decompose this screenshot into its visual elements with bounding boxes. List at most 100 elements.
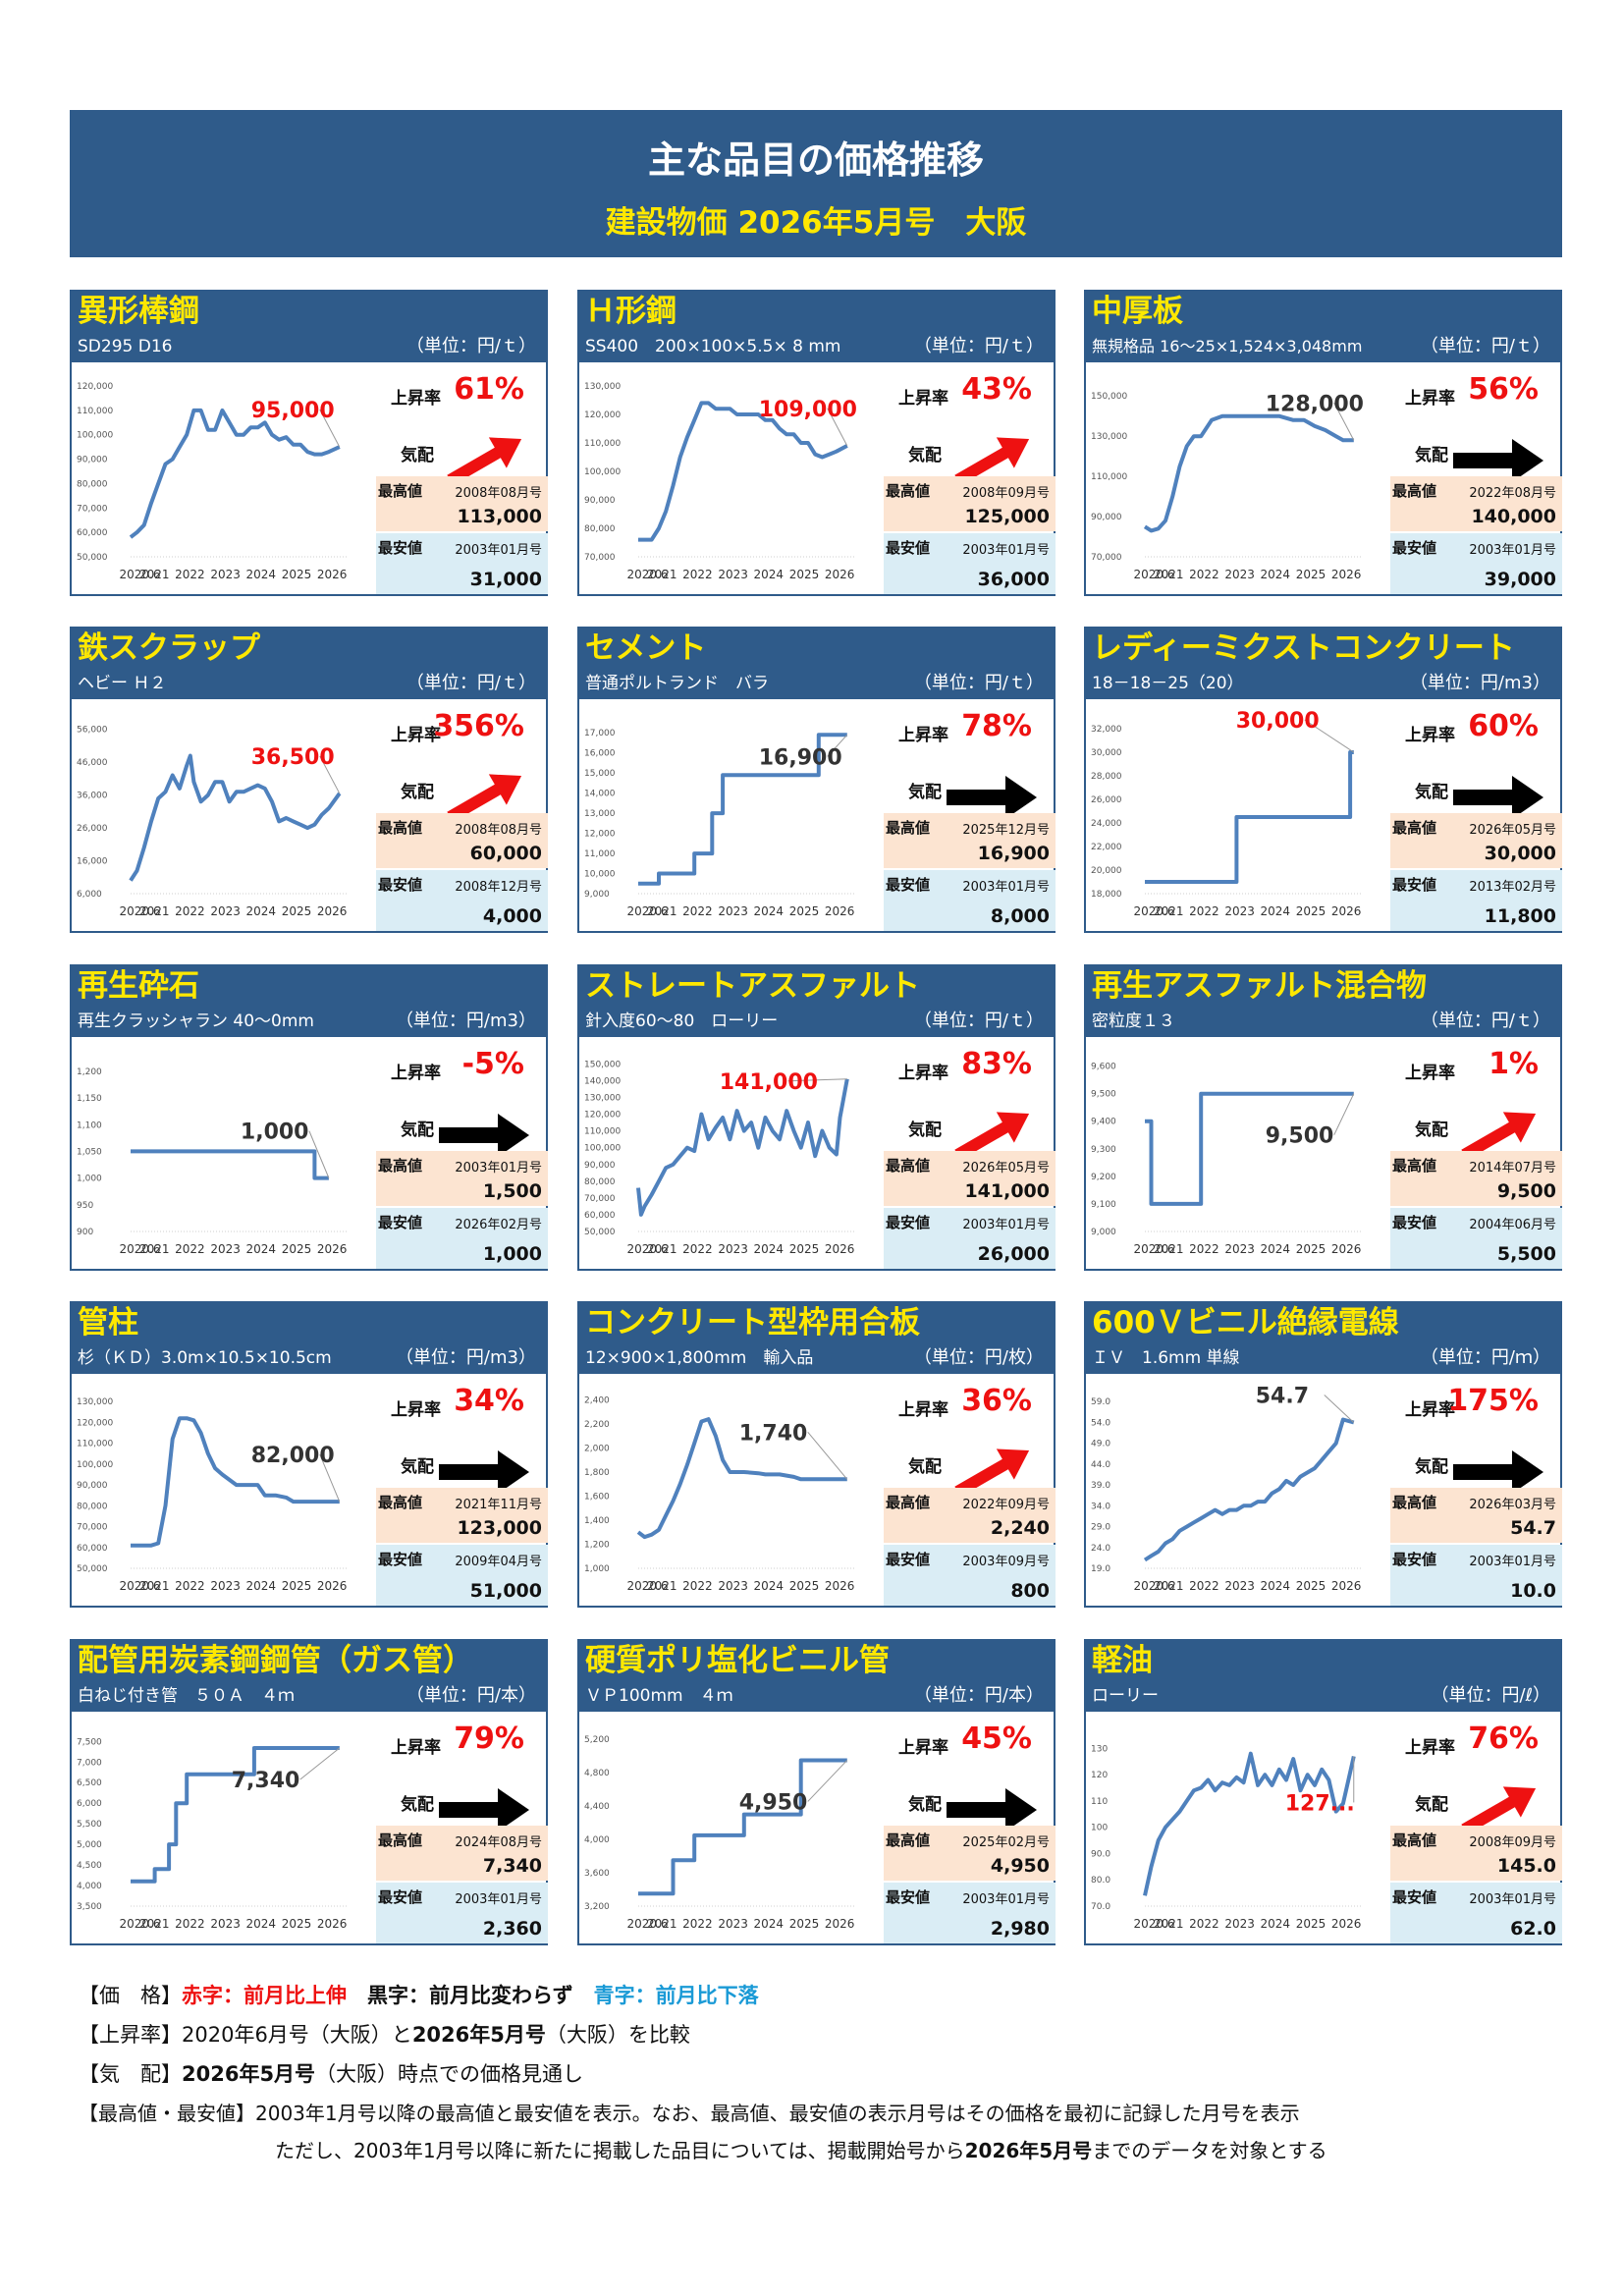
y-tick-label: 110,000: [584, 439, 621, 449]
item-unit: （単位：円/m3）: [395, 1011, 536, 1031]
legend-rate-a: 2020年6月号（大阪）と: [182, 2023, 412, 2047]
trend-label: 気配: [908, 1457, 942, 1477]
y-tick-label: 100,000: [77, 1460, 113, 1470]
annotation-leader: [1333, 403, 1355, 441]
y-tick-label: 6,000: [77, 1799, 102, 1809]
item-unit: （単位：円/ｔ）: [913, 673, 1044, 693]
x-tick-label: 2024: [246, 1917, 277, 1931]
item-spec: 白ねじ付き管 ５０Ａ ４ｍ: [78, 1686, 295, 1706]
x-tick-label: 2021: [1154, 1579, 1184, 1593]
trend-flat-arrow-icon: [947, 776, 1037, 819]
item-unit: （単位：円/ｔ）: [1420, 336, 1550, 356]
rate-value: 78%: [961, 709, 1032, 743]
high-value: 60,000: [469, 843, 542, 864]
latest-price-label: 82,000: [251, 1444, 335, 1468]
panel-title-bar: ストレートアスファルト 針入度60～80 ローリー （単位：円/ｔ）: [579, 966, 1054, 1037]
x-tick-label: 2022: [175, 1579, 205, 1593]
x-tick-label: 2026: [1331, 1242, 1362, 1256]
low-label: 最安値: [886, 1888, 931, 1906]
high-price-box: 最高値 2014年07月号 9,500: [1390, 1151, 1562, 1206]
x-tick-label: 2024: [754, 1917, 785, 1931]
price-panel: 異形棒鋼 SD295 D16 （単位：円/ｔ） 50,000 60,000 70,000 8…: [70, 290, 548, 596]
x-tick-label: 2024: [1261, 1242, 1291, 1256]
chart-svg: 9,000 10,000 11,000 12,000 13,000 14,000 15,00…: [584, 729, 855, 918]
y-tick-label: 70.0: [1091, 1902, 1110, 1912]
arrow-shape: [1461, 1786, 1537, 1835]
arrow-head: [996, 1112, 1030, 1143]
x-tick-label: 2022: [682, 1579, 713, 1593]
x-tick-label: 2021: [1154, 904, 1184, 918]
x-tick-label: 2022: [682, 1917, 713, 1931]
high-value: 4,950: [990, 1855, 1050, 1877]
trend-label: 気配: [1415, 446, 1448, 465]
y-tick-label: 22,000: [1091, 843, 1122, 852]
arrow-shaft: [439, 1464, 504, 1480]
y-tick-label: 34.0: [1091, 1502, 1110, 1511]
x-tick-label: 2023: [1224, 1579, 1255, 1593]
high-price-box: 最高値 2022年09月号 2,240: [884, 1488, 1056, 1543]
low-label: 最安値: [378, 1551, 423, 1568]
chart-svg: 50,000 60,000 70,000 80,000 90,000 100,000 110…: [77, 382, 347, 581]
arrow-shaft: [954, 445, 1012, 486]
legend-red-text: 赤字：前月比上伸: [182, 1984, 347, 2007]
low-price-box: 最安値 2003年01月号 39,000: [1390, 533, 1562, 594]
arrow-head: [996, 437, 1030, 468]
price-panel: 管柱 杉（ＫＤ）3.0m×10.5×10.5cm （単位：円/m3） 50,000 60…: [70, 1301, 548, 1608]
y-tick-label: 90,000: [77, 1481, 108, 1491]
low-value: 31,000: [469, 569, 542, 590]
x-tick-label: 2025: [1296, 568, 1326, 581]
trend-label: 気配: [401, 1795, 434, 1815]
x-tick-label: 2025: [789, 904, 820, 918]
y-tick-label: 150,000: [584, 1060, 621, 1069]
chart-svg: 50,000 60,000 70,000 80,000 90,000 100,000 110…: [77, 1397, 347, 1593]
high-label: 最高値: [1392, 482, 1437, 500]
arrow-head: [488, 774, 522, 805]
y-tick-label: 20,000: [1091, 866, 1122, 876]
y-tick-label: 9,500: [1091, 1090, 1116, 1100]
latest-price-label: 1,740: [739, 1421, 808, 1446]
y-tick-label: 39.0: [1091, 1481, 1110, 1491]
y-tick-label: 30,000: [1091, 748, 1122, 758]
arrow-shaft: [439, 1802, 504, 1818]
low-label: 最安値: [1392, 1214, 1437, 1231]
y-tick-label: 18,000: [1091, 890, 1122, 900]
item-spec: 12×900×1,800mm 輸入品: [585, 1348, 814, 1368]
y-tick-label: 3,600: [584, 1869, 610, 1879]
x-tick-label: 2020.6: [1134, 1917, 1175, 1931]
y-tick-label: 11,000: [584, 849, 616, 859]
legend-black-text: 黒字：前月比変わらず: [367, 1984, 573, 2007]
low-value: 36,000: [977, 569, 1050, 590]
latest-price-label: 30,000: [1236, 709, 1320, 734]
high-price-box: 最高値 2021年11月号 123,000: [376, 1488, 548, 1543]
x-tick-label: 2024: [754, 904, 785, 918]
price-series-line: [1143, 1417, 1355, 1562]
y-tick-label: 110,000: [584, 1127, 621, 1137]
low-date: 2003年01月号: [1469, 543, 1556, 558]
low-label: 最安値: [886, 876, 931, 894]
arrow-shaft: [954, 1120, 1012, 1161]
low-label: 最安値: [378, 876, 423, 894]
arrow-head: [498, 1114, 529, 1157]
y-tick-label: 28,000: [1091, 772, 1122, 782]
x-tick-label: 2022: [175, 904, 205, 918]
trend-up-arrow-icon: [954, 1449, 1030, 1498]
arrow-head: [498, 1450, 529, 1494]
panel-title-bar: 管柱 杉（ＫＤ）3.0m×10.5×10.5cm （単位：円/m3）: [72, 1303, 546, 1374]
y-tick-label: 1,200: [77, 1067, 102, 1077]
low-price-box: 最安値 2003年01月号 36,000: [884, 533, 1056, 594]
item-spec: 密粒度１３: [1092, 1011, 1175, 1031]
rate-value: 34%: [454, 1384, 524, 1418]
y-tick-label: 70,000: [1091, 553, 1122, 563]
arrow-head: [498, 1788, 529, 1831]
arrow-head: [1005, 1788, 1037, 1831]
arrow-head: [488, 437, 522, 468]
y-tick-label: 70,000: [77, 1523, 108, 1533]
item-spec: ローリー: [1092, 1686, 1159, 1706]
line-chart: 70,000 80,000 90,000 100,000 110,000 120,000 1…: [581, 364, 866, 594]
x-tick-label: 2026: [825, 904, 855, 918]
y-tick-label: 90,000: [77, 456, 108, 465]
x-tick-label: 2023: [718, 1242, 748, 1256]
annotation-leader: [308, 1130, 330, 1178]
trend-label: 気配: [908, 446, 942, 465]
